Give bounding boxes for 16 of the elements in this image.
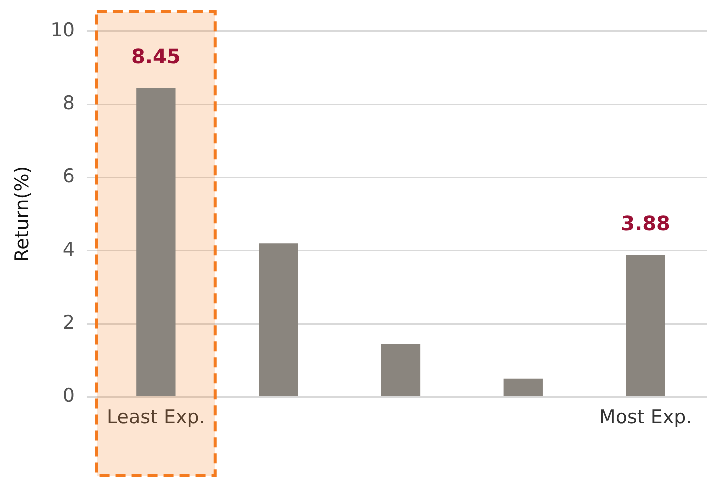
bar: [381, 344, 421, 396]
bar: [626, 255, 666, 396]
y-tick-label: 4: [62, 238, 75, 261]
y-tick-label: 2: [62, 312, 75, 334]
data-label: 8.45: [132, 44, 181, 68]
y-tick-label: 10: [50, 19, 75, 42]
bar: [504, 378, 543, 396]
x-tick-label: Most Exp.: [599, 406, 692, 429]
y-tick-label: 6: [62, 166, 75, 188]
y-axis-title: Return(%): [11, 166, 34, 262]
bar: [259, 244, 298, 396]
bar: [136, 88, 176, 396]
y-tick-label: 8: [62, 92, 75, 114]
x-tick-label: Least Exp.: [107, 406, 206, 429]
data-label: 3.88: [621, 211, 670, 236]
y-tick-label: 0: [62, 385, 75, 408]
